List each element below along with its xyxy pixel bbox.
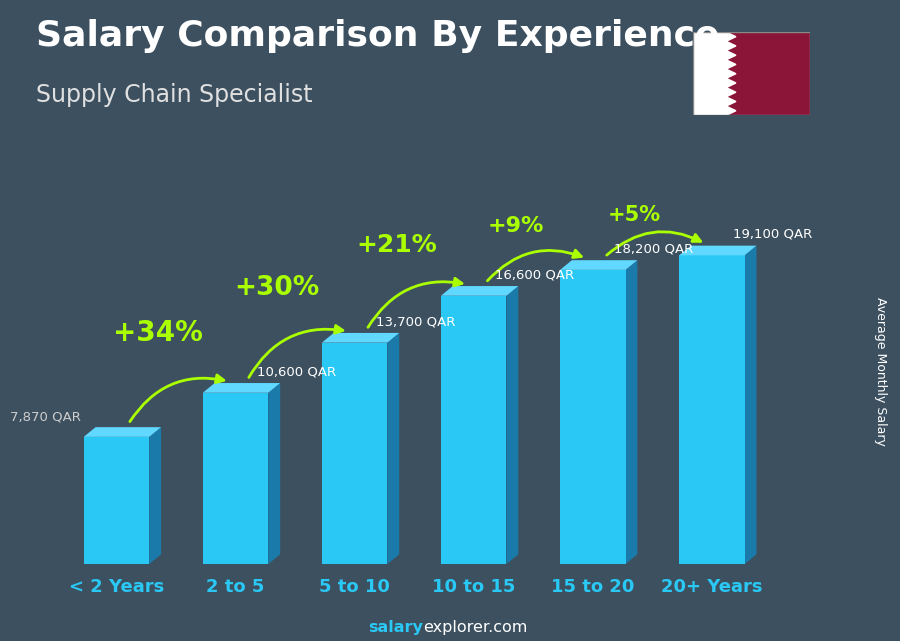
Bar [322, 343, 387, 564]
Polygon shape [507, 286, 518, 564]
Polygon shape [744, 246, 757, 564]
Polygon shape [268, 383, 280, 564]
Bar [202, 393, 268, 564]
Polygon shape [560, 260, 637, 270]
Text: 18,200 QAR: 18,200 QAR [614, 242, 693, 255]
Polygon shape [202, 383, 280, 393]
Polygon shape [626, 260, 637, 564]
Bar [84, 437, 149, 564]
Bar [680, 255, 744, 564]
Bar [560, 270, 625, 564]
Polygon shape [441, 286, 518, 296]
Polygon shape [680, 246, 757, 255]
Text: salary: salary [368, 620, 423, 635]
Polygon shape [322, 333, 400, 343]
Text: Average Monthly Salary: Average Monthly Salary [874, 297, 886, 446]
Text: +9%: +9% [487, 216, 544, 236]
Text: +30%: +30% [235, 274, 320, 301]
Text: explorer.com: explorer.com [423, 620, 527, 635]
Text: Supply Chain Specialist: Supply Chain Specialist [36, 83, 312, 107]
Text: 7,870 QAR: 7,870 QAR [11, 411, 81, 424]
Text: +21%: +21% [356, 233, 436, 257]
Text: 13,700 QAR: 13,700 QAR [376, 315, 455, 328]
Text: 19,100 QAR: 19,100 QAR [734, 228, 813, 241]
Bar [441, 296, 507, 564]
Text: +34%: +34% [113, 319, 203, 347]
Polygon shape [149, 427, 161, 564]
Text: +5%: +5% [608, 204, 661, 224]
Polygon shape [693, 32, 736, 115]
Polygon shape [84, 427, 161, 437]
Polygon shape [387, 333, 400, 564]
Text: Salary Comparison By Experience: Salary Comparison By Experience [36, 19, 719, 53]
Text: 16,600 QAR: 16,600 QAR [495, 268, 574, 281]
Text: 10,600 QAR: 10,600 QAR [257, 365, 336, 378]
